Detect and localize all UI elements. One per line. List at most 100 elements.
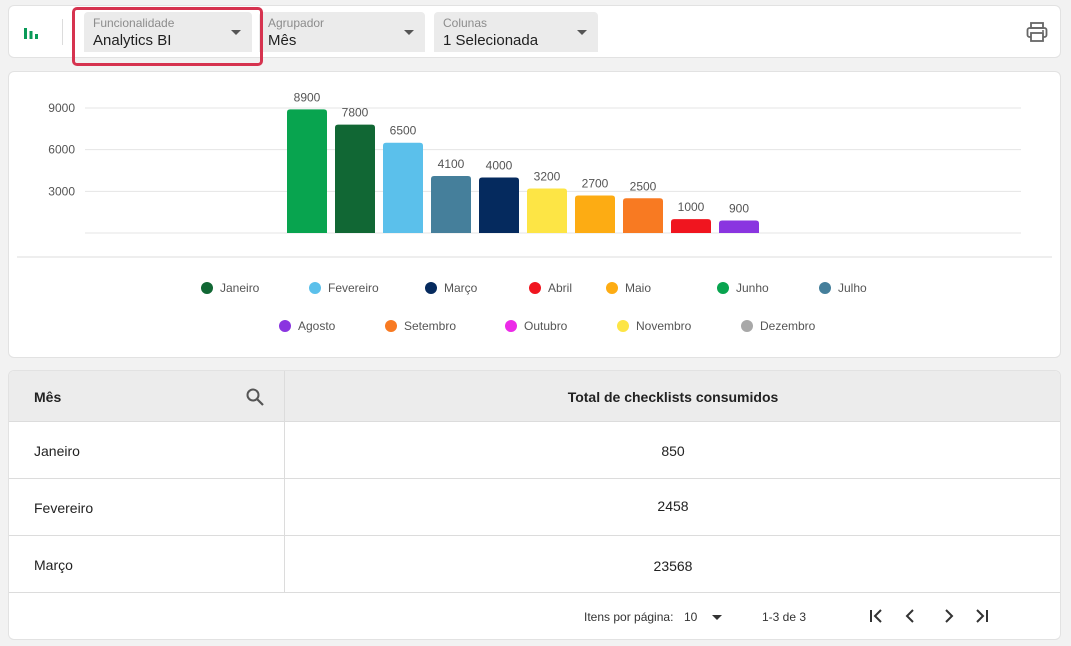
funcionalidade-select[interactable]: Funcionalidade Analytics BI (84, 12, 252, 52)
toolbar-divider (62, 19, 63, 45)
legend-color-dot (385, 320, 397, 332)
legend-label: Março (444, 281, 478, 295)
first-page-icon[interactable] (867, 606, 887, 626)
items-per-page-select[interactable]: 10 (684, 610, 698, 624)
chart-card: 3000 6000 9000 8900 7800 6500 4100 4000 3200 2700… (8, 71, 1061, 358)
data-table: Mês Total de checklists consumidos Janei… (8, 370, 1061, 640)
next-page-icon[interactable] (939, 606, 959, 626)
legend-label: Abril (548, 281, 573, 295)
legend-item-junho[interactable]: Junho (717, 281, 769, 295)
legend-item-dezembro[interactable]: Dezembro (741, 319, 815, 333)
bar-value-label: 6500 (390, 124, 417, 138)
bar-abril (671, 219, 711, 233)
filter-toolbar: Funcionalidade Analytics BI Agrupador Mê… (8, 5, 1061, 66)
legend-color-dot (741, 320, 753, 332)
colunas-label: Colunas (443, 16, 488, 30)
legend-label: Julho (838, 281, 867, 295)
y-tick-label: 6000 (48, 143, 75, 157)
funcionalidade-value: Analytics BI (93, 32, 172, 49)
cell-month: Março (34, 557, 73, 573)
legend-color-dot (201, 282, 213, 294)
legend-label: Setembro (404, 319, 457, 333)
agrupador-select[interactable]: Agrupador Mês (259, 12, 425, 52)
bar-value-label: 4000 (486, 158, 513, 172)
legend-label: Outubro (524, 319, 568, 333)
bar-value-label: 7800 (342, 106, 369, 120)
legend-color-dot (819, 282, 831, 294)
print-icon[interactable] (1026, 22, 1048, 42)
legend-color-dot (606, 282, 618, 294)
bar-value-label: 2700 (582, 177, 609, 191)
bar-agosto (719, 220, 759, 233)
legend-label: Dezembro (760, 319, 816, 333)
legend-item-abril[interactable]: Abril (529, 281, 572, 295)
column-header-total[interactable]: Total de checklists consumidos (567, 389, 779, 405)
chevron-down-icon (404, 30, 414, 35)
cell-total: 2458 (657, 498, 689, 514)
legend-label: Agosto (298, 319, 336, 333)
bar-fevereiro (383, 142, 423, 233)
legend-label: Junho (736, 281, 769, 295)
pagination: Itens por página: 10 1-3 de 3 (9, 593, 1060, 639)
chevron-down-icon (231, 30, 241, 35)
last-page-icon[interactable] (971, 606, 991, 626)
colunas-value: 1 Selecionada (443, 32, 539, 49)
bar-março (479, 177, 519, 233)
legend-color-dot (505, 320, 517, 332)
bar-value-label: 1000 (678, 200, 705, 214)
cell-total: 850 (661, 443, 685, 459)
legend-label: Janeiro (220, 281, 260, 295)
bar-value-label: 3200 (534, 170, 561, 184)
bar-value-label: 2500 (630, 179, 657, 193)
y-tick-label: 9000 (48, 101, 75, 115)
bar-value-label: 8900 (294, 90, 321, 104)
bar-junho (287, 109, 327, 233)
bar-chart-icon[interactable] (22, 23, 40, 41)
previous-page-icon[interactable] (900, 606, 920, 626)
bar-maio (575, 195, 615, 233)
legend-item-maio[interactable]: Maio (606, 281, 651, 295)
legend-color-dot (529, 282, 541, 294)
legend-color-dot (309, 282, 321, 294)
bar-julho (431, 176, 471, 233)
cell-month: Janeiro (34, 443, 80, 459)
bar-novembro (527, 188, 567, 233)
chevron-down-icon (577, 30, 587, 35)
bar-value-label: 900 (729, 202, 749, 216)
bar-value-label: 4100 (438, 157, 465, 171)
y-tick-label: 3000 (48, 184, 75, 198)
legend-item-julho[interactable]: Julho (819, 281, 867, 295)
legend-item-agosto[interactable]: Agosto (279, 319, 335, 333)
cell-total: 23568 (653, 558, 693, 574)
funcionalidade-label: Funcionalidade (93, 16, 175, 30)
legend-item-setembro[interactable]: Setembro (385, 319, 456, 333)
colunas-select[interactable]: Colunas 1 Selecionada (434, 12, 598, 52)
bar-chart: 3000 6000 9000 8900 7800 6500 4100 4000 3200 2700… (17, 90, 1052, 258)
legend-label: Novembro (636, 319, 692, 333)
bar-setembro (623, 198, 663, 233)
legend-item-novembro[interactable]: Novembro (617, 319, 691, 333)
legend-item-março[interactable]: Março (425, 281, 477, 295)
bar-janeiro (335, 124, 375, 233)
column-header-mes[interactable]: Mês (34, 389, 62, 405)
legend-label: Fevereiro (328, 281, 379, 295)
column-divider (284, 371, 285, 592)
agrupador-label: Agrupador (268, 16, 325, 30)
table-row: Fevereiro 2458 (9, 480, 1060, 536)
legend-item-janeiro[interactable]: Janeiro (201, 281, 259, 295)
selection-highlight (72, 7, 263, 66)
items-per-page-label: Itens por página: (584, 610, 674, 624)
chevron-down-icon[interactable] (712, 615, 722, 620)
search-icon[interactable] (245, 387, 265, 407)
table-header: Mês Total de checklists consumidos (9, 371, 1060, 422)
legend-item-fevereiro[interactable]: Fevereiro (309, 281, 379, 295)
agrupador-value: Mês (268, 32, 297, 49)
cell-month: Fevereiro (34, 500, 94, 516)
legend-color-dot (425, 282, 437, 294)
table-row: Janeiro 850 (9, 423, 1060, 479)
table-row: Março 23568 (9, 537, 1060, 593)
legend-color-dot (279, 320, 291, 332)
legend-color-dot (617, 320, 629, 332)
legend-color-dot (717, 282, 729, 294)
legend-item-outubro[interactable]: Outubro (505, 319, 567, 333)
